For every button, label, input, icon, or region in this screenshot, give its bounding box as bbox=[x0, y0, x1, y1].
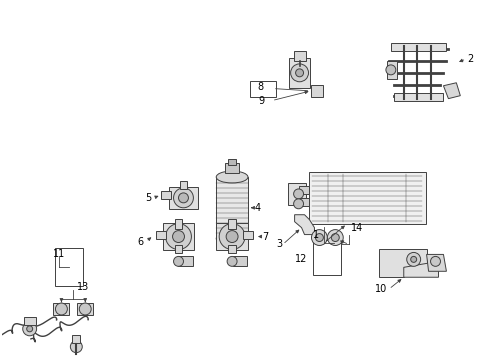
Polygon shape bbox=[386, 61, 396, 79]
Bar bbox=[293, 51, 305, 61]
Bar bbox=[216, 223, 247, 251]
Circle shape bbox=[172, 231, 184, 243]
Polygon shape bbox=[403, 261, 438, 277]
Circle shape bbox=[70, 341, 82, 353]
Circle shape bbox=[429, 256, 440, 266]
Bar bbox=[249, 81, 275, 96]
Bar bbox=[390, 43, 445, 51]
Polygon shape bbox=[443, 83, 459, 99]
Text: 4: 4 bbox=[254, 203, 261, 213]
Polygon shape bbox=[294, 215, 314, 235]
Bar bbox=[53, 303, 69, 315]
Text: 1: 1 bbox=[313, 230, 319, 239]
Bar bbox=[228, 246, 236, 253]
Text: 5: 5 bbox=[145, 193, 152, 203]
Text: 9: 9 bbox=[258, 96, 264, 105]
Circle shape bbox=[326, 230, 343, 246]
Bar bbox=[72, 335, 80, 343]
Text: 2: 2 bbox=[466, 54, 472, 64]
Bar bbox=[24, 317, 36, 325]
Bar bbox=[174, 219, 182, 229]
Bar bbox=[216, 177, 247, 239]
Bar bbox=[174, 246, 182, 253]
Circle shape bbox=[293, 199, 303, 209]
Bar bbox=[313, 240, 341, 275]
Text: 11: 11 bbox=[53, 249, 65, 260]
Bar bbox=[228, 159, 236, 165]
Circle shape bbox=[295, 69, 303, 77]
Circle shape bbox=[173, 256, 183, 266]
Circle shape bbox=[226, 256, 237, 266]
Bar bbox=[308, 172, 425, 224]
Circle shape bbox=[79, 303, 91, 315]
Circle shape bbox=[311, 230, 326, 246]
Circle shape bbox=[410, 256, 416, 262]
Bar bbox=[311, 85, 323, 96]
Bar bbox=[298, 198, 308, 206]
Bar bbox=[224, 163, 239, 173]
Circle shape bbox=[219, 224, 244, 249]
Circle shape bbox=[331, 234, 339, 242]
Circle shape bbox=[315, 234, 323, 242]
Ellipse shape bbox=[216, 171, 247, 183]
Text: 3: 3 bbox=[276, 239, 282, 249]
Bar bbox=[298, 186, 308, 194]
Circle shape bbox=[293, 189, 303, 199]
Bar bbox=[161, 191, 170, 199]
Bar bbox=[77, 303, 93, 315]
Circle shape bbox=[165, 224, 191, 249]
Text: 12: 12 bbox=[295, 255, 307, 264]
Bar bbox=[232, 256, 247, 266]
Bar bbox=[55, 248, 83, 286]
Bar bbox=[243, 231, 252, 239]
Ellipse shape bbox=[216, 233, 247, 244]
Circle shape bbox=[290, 64, 308, 82]
Text: 13: 13 bbox=[77, 282, 89, 292]
Text: 8: 8 bbox=[257, 82, 264, 92]
Circle shape bbox=[22, 322, 37, 336]
Circle shape bbox=[406, 252, 420, 266]
Bar bbox=[163, 223, 194, 251]
Circle shape bbox=[27, 326, 33, 332]
Bar bbox=[393, 93, 443, 100]
Polygon shape bbox=[378, 249, 426, 277]
Bar bbox=[168, 187, 198, 209]
Circle shape bbox=[55, 303, 67, 315]
Bar bbox=[179, 181, 187, 189]
Bar bbox=[288, 58, 310, 88]
Bar bbox=[287, 183, 305, 205]
Text: 14: 14 bbox=[350, 222, 363, 233]
Circle shape bbox=[225, 231, 238, 243]
Text: 7: 7 bbox=[261, 231, 267, 242]
Circle shape bbox=[385, 65, 395, 75]
Circle shape bbox=[173, 188, 193, 208]
Bar bbox=[155, 231, 165, 239]
Bar bbox=[178, 256, 192, 266]
Polygon shape bbox=[426, 255, 446, 271]
Bar bbox=[228, 219, 236, 229]
Text: 10: 10 bbox=[374, 284, 386, 294]
Text: 6: 6 bbox=[138, 237, 143, 247]
Circle shape bbox=[178, 193, 188, 203]
